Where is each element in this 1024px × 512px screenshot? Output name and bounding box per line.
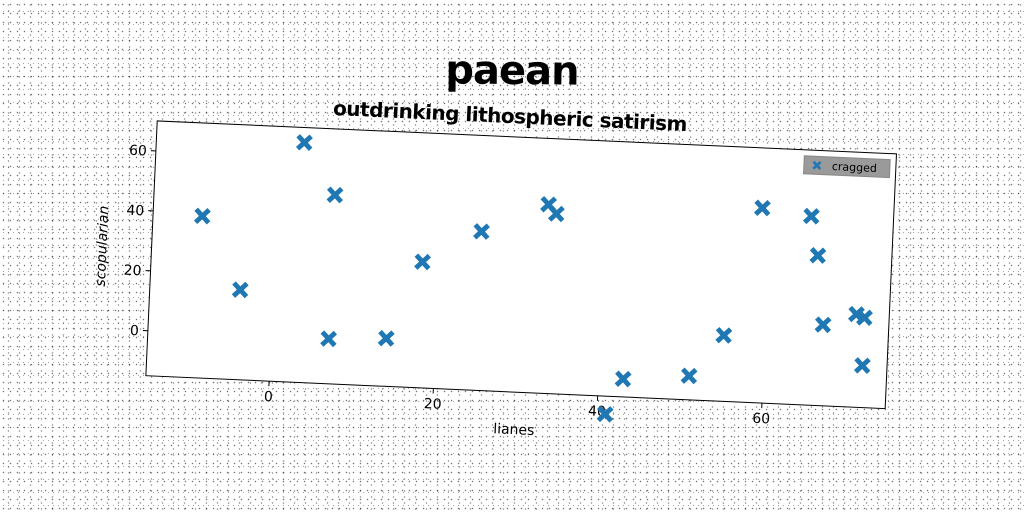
data-point	[295, 134, 313, 151]
x-tick-label: 20	[423, 396, 442, 413]
data-point	[193, 207, 211, 225]
data-point	[680, 367, 698, 385]
data-point	[231, 281, 249, 299]
y-tick-label: 60	[129, 143, 148, 160]
legend-marker-icon	[812, 160, 822, 170]
data-point	[414, 253, 431, 271]
plot-frame	[145, 120, 898, 410]
data-point	[377, 329, 395, 347]
data-point	[473, 223, 490, 240]
data-point	[814, 316, 832, 334]
y-tick-label: 0	[130, 323, 140, 339]
data-point	[596, 405, 614, 423]
x-axis-label: lianes	[493, 421, 535, 439]
data-point	[547, 205, 565, 223]
y-tick-label: 20	[123, 263, 142, 280]
data-point	[809, 247, 827, 264]
legend-box	[802, 155, 891, 179]
legend-label: cragged	[832, 160, 878, 175]
data-point	[320, 330, 338, 348]
data-point	[856, 309, 873, 327]
data-point	[715, 326, 733, 344]
chart-area: 0 20 40 60 0 20 40 60 lianes scopularian cragge…	[68, 98, 923, 485]
y-axis-label: scopularian	[93, 205, 113, 287]
data-point	[326, 186, 344, 204]
data-point	[614, 370, 632, 388]
x-tick-label: 0	[264, 389, 274, 405]
x-tick-label: 60	[752, 411, 771, 428]
legend: cragged	[802, 155, 891, 179]
data-point	[753, 199, 771, 217]
y-tick-label: 40	[126, 203, 145, 220]
data-point	[802, 207, 820, 225]
data-points	[193, 134, 873, 423]
data-point	[853, 357, 871, 374]
legend-marker	[812, 160, 822, 170]
